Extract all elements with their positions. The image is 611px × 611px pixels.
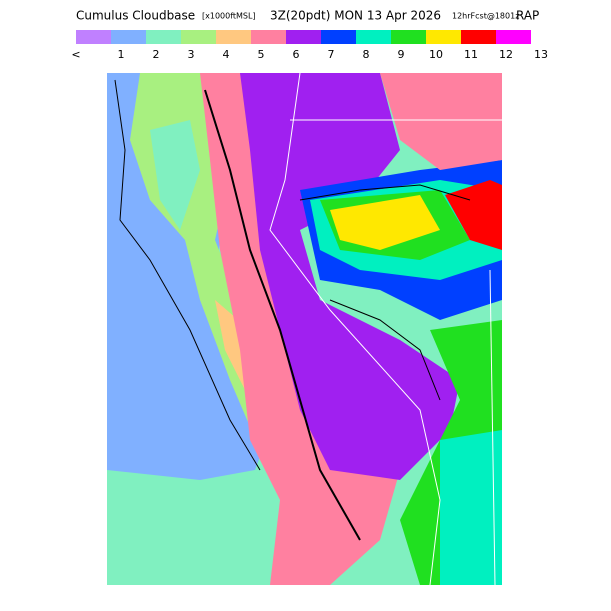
title-time: 3Z(20pdt) MON 13 Apr 2026 xyxy=(270,9,441,23)
title-units: [x1000ftMSL] xyxy=(202,12,256,21)
purple-region xyxy=(240,73,460,480)
legend-label: 1 xyxy=(118,48,125,61)
legend-swatch xyxy=(321,30,356,44)
legend-label: 4 xyxy=(223,48,230,61)
legend-label: 11 xyxy=(464,48,478,61)
mountain-region xyxy=(150,120,200,230)
contour-line xyxy=(114,79,261,471)
legend-label: 2 xyxy=(153,48,160,61)
title-model: RAP xyxy=(516,9,539,23)
red-region xyxy=(445,180,502,250)
legend-swatch xyxy=(391,30,426,44)
contours xyxy=(114,79,471,541)
state-border xyxy=(269,73,441,585)
map xyxy=(107,73,502,585)
title-main: Cumulus Cloudbase xyxy=(76,9,195,23)
legend-swatch xyxy=(251,30,286,44)
southeast-cyan-region xyxy=(440,430,502,585)
color-legend: <1 2 3 4 5 6 7 8 9 10 11 12 13 xyxy=(71,30,548,61)
contour-line xyxy=(299,184,471,201)
title: Cumulus Cloudbase [x1000ftMSL] 3Z(20pdt)… xyxy=(76,9,539,23)
legend-swatch xyxy=(111,30,146,44)
legend-label: 9 xyxy=(398,48,405,61)
legend-swatch xyxy=(76,30,111,44)
legend-label: 8 xyxy=(363,48,370,61)
legend-swatch xyxy=(426,30,461,44)
contour-line xyxy=(329,299,441,401)
yellow-region xyxy=(330,195,440,250)
legend-swatch xyxy=(496,30,531,44)
legend-swatch xyxy=(181,30,216,44)
legend-label: 13 xyxy=(534,48,548,61)
legend-label: 12 xyxy=(499,48,513,61)
legend-label: 5 xyxy=(258,48,265,61)
legend-label: < xyxy=(71,48,80,61)
legend-swatch xyxy=(286,30,321,44)
north-pink-region xyxy=(380,73,502,170)
legend-swatch xyxy=(461,30,496,44)
legend-label: 7 xyxy=(328,48,335,61)
legend-swatch xyxy=(356,30,391,44)
southwest-region xyxy=(107,480,270,585)
contour-line xyxy=(204,89,361,541)
legend-swatch xyxy=(146,30,181,44)
borders xyxy=(269,73,502,585)
legend-label: 10 xyxy=(429,48,443,61)
title-forecast: 12hrFcst@1801z xyxy=(452,12,519,21)
legend-label: 6 xyxy=(293,48,300,61)
legend-label: 3 xyxy=(188,48,195,61)
state-border xyxy=(489,269,496,585)
legend-swatch xyxy=(216,30,251,44)
